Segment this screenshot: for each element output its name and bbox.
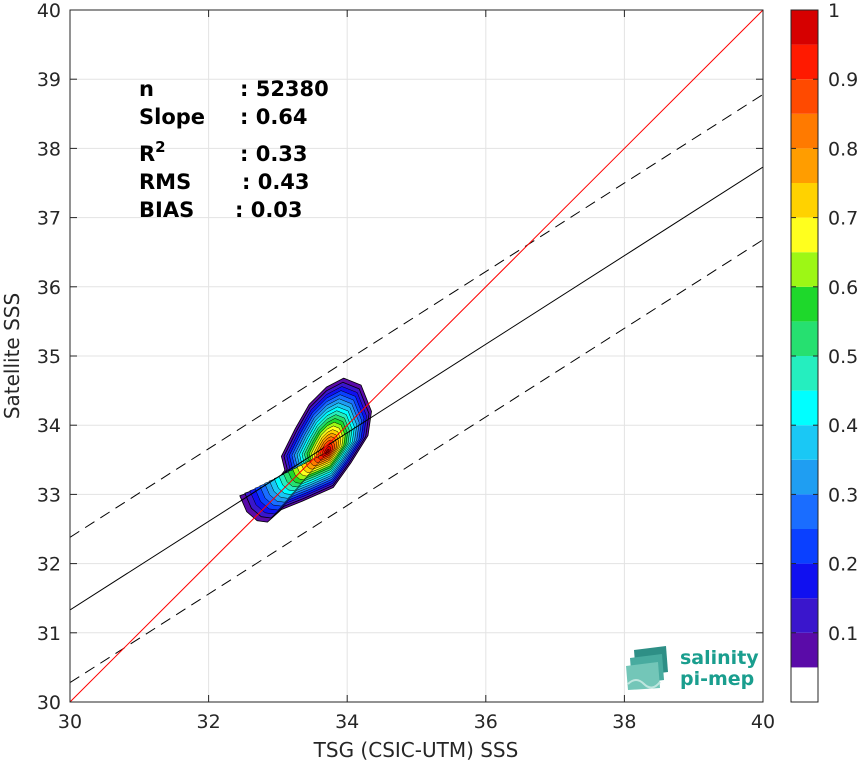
colorbar-band: [791, 632, 818, 668]
y-tick-label: 38: [37, 138, 61, 160]
colorbar-band: [791, 10, 818, 45]
x-tick-label: 34: [335, 711, 359, 733]
density-contours: [239, 377, 372, 523]
y-tick-label: 33: [37, 484, 61, 506]
colorbar-band: [791, 425, 818, 460]
y-tick-label: 31: [37, 623, 61, 645]
stat-value-slope: : 0.64: [240, 105, 308, 129]
colorbar-band: [791, 459, 818, 495]
y-tick-label: 30: [37, 692, 61, 714]
fit-line: [70, 166, 763, 611]
y-tick-label: 35: [37, 346, 61, 368]
colorbar-tick-label: 1: [828, 0, 840, 22]
colorbar-band: [791, 79, 818, 114]
colorbar-tick-label: 0.7: [828, 208, 858, 230]
colorbar-band: [791, 44, 818, 80]
colorbar-band: [791, 113, 818, 149]
colorbar-band: [791, 148, 818, 183]
y-tick-label: 40: [37, 0, 61, 22]
y-tick-label: 34: [37, 415, 61, 437]
identity-line: [70, 10, 763, 702]
stats-box: n : 52380 Slope : 0.64 R2 : 0.33 RMS : 0…: [139, 77, 329, 222]
stat-label-rms: RMS: [139, 170, 191, 194]
logo-waves-icon: [626, 646, 668, 690]
stat-value-bias: : 0.03: [235, 198, 303, 222]
colorbar-band: [791, 252, 818, 287]
x-tick-label: 30: [58, 711, 82, 733]
x-tick-label: 32: [197, 711, 221, 733]
colorbar-band: [791, 217, 818, 253]
stat-value-rms: : 0.43: [242, 170, 310, 194]
x-tick-label: 40: [751, 711, 775, 733]
colorbar-band: [791, 286, 818, 322]
colorbar-band: [791, 390, 818, 426]
colorbar-tick-label: 0.1: [828, 623, 858, 645]
colorbar-band: [791, 529, 818, 564]
fit-lower-dashed-line: [70, 239, 763, 684]
salinity-pimep-logo: salinity pi-mep: [626, 646, 759, 690]
colorbar-tick-label: 0.2: [828, 554, 858, 576]
colorbar-tick-label: 0.3: [828, 484, 858, 506]
fit-upper-dashed-line: [70, 94, 763, 538]
stat-label-n: n: [139, 77, 154, 101]
regression-lines: [70, 10, 763, 702]
stat-value-r2: : 0.33: [240, 142, 308, 166]
y-axis-label: Satellite SSS: [0, 293, 24, 419]
colorbar-band: [791, 563, 818, 599]
x-tick-label: 36: [474, 711, 498, 733]
colorbar-band: [791, 356, 818, 391]
stat-value-n: : 52380: [240, 77, 329, 101]
logo-line2: pi-mep: [680, 668, 754, 690]
stat-label-bias: BIAS: [139, 198, 194, 222]
colorbar-tick-label: 0.8: [828, 138, 858, 160]
y-tick-label: 37: [37, 208, 61, 230]
colorbar-tick-label: 0.6: [828, 277, 858, 299]
colorbar-band: [791, 183, 818, 218]
colorbar-band: [791, 494, 818, 529]
y-tick-label: 39: [37, 69, 61, 91]
stat-label-slope: Slope: [139, 105, 205, 129]
stat-label-r2: R2: [139, 138, 166, 166]
contour-level: [324, 448, 330, 454]
y-tick-label: 36: [37, 277, 61, 299]
axis-ticks: 30 32 34 36 38 40 30 31 32 33 34 35 36 37 38 39 40: [37, 0, 775, 733]
colorbar-band: [791, 598, 818, 633]
x-tick-label: 38: [612, 711, 636, 733]
y-tick-label: 32: [37, 554, 61, 576]
colorbar-tick-label: 0.9: [828, 69, 858, 91]
logo-line1: salinity: [680, 647, 759, 669]
colorbar-band: [791, 667, 818, 702]
colorbar: 0.1 0.2 0.3 0.4 0.5 0.6 0.7 0.8 0.9 1: [790, 0, 858, 703]
colorbar-tick-label: 0.4: [828, 415, 858, 437]
colorbar-tick-label: 0.5: [828, 346, 858, 368]
x-axis-label: TSG (CSIC-UTM) SSS: [313, 738, 519, 762]
colorbar-band: [791, 321, 818, 356]
